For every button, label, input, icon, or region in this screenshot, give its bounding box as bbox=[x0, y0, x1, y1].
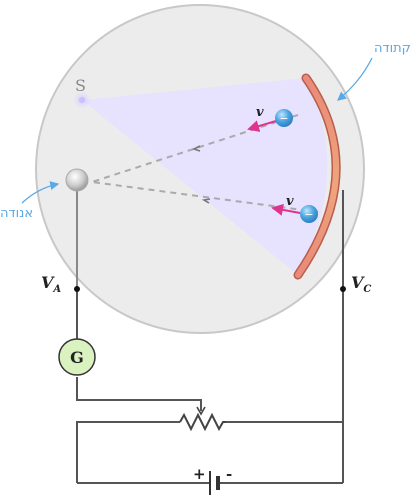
electron-charge-2: − bbox=[304, 208, 313, 221]
path-arrowhead-upper bbox=[191, 145, 201, 152]
battery-plus-sign: + bbox=[193, 465, 206, 483]
galvanometer-label: G bbox=[70, 348, 84, 367]
wire-potentiometer bbox=[76, 421, 180, 483]
cathode-plate-fill bbox=[295, 75, 339, 278]
anode-sphere bbox=[65, 168, 89, 192]
voltage-anode-label: VA bbox=[41, 273, 61, 295]
path-arrowhead-lower bbox=[201, 198, 211, 204]
light-source bbox=[79, 97, 85, 103]
potentiometer-slider bbox=[196, 406, 206, 416]
electron-2 bbox=[300, 205, 318, 223]
galvanometer bbox=[58, 338, 96, 376]
potentiometer-resistor bbox=[179, 412, 226, 432]
wire-galvanometer-to-slider bbox=[76, 377, 202, 411]
velocity-arrow-2 bbox=[271, 203, 301, 216]
junction-anode bbox=[74, 286, 80, 292]
junction-cathode bbox=[340, 286, 346, 292]
cathode-callout-arrow bbox=[336, 57, 373, 101]
source-label: S bbox=[75, 76, 86, 95]
voltage-cathode-label: VC bbox=[351, 273, 371, 295]
velocity-arrow-1 bbox=[247, 120, 277, 132]
velocity-label-2: v bbox=[286, 194, 294, 209]
electron-1 bbox=[275, 109, 293, 127]
light-beam bbox=[82, 78, 328, 275]
electron-charge-1: − bbox=[279, 112, 288, 125]
electron-path-upper bbox=[91, 114, 299, 183]
anode-callout-arrow bbox=[21, 181, 60, 204]
anode-label: אנודה bbox=[0, 206, 33, 221]
cathode-label: קתודה bbox=[374, 41, 411, 56]
battery-minus-sign: - bbox=[226, 465, 232, 483]
velocity-label-1: v bbox=[256, 105, 264, 120]
